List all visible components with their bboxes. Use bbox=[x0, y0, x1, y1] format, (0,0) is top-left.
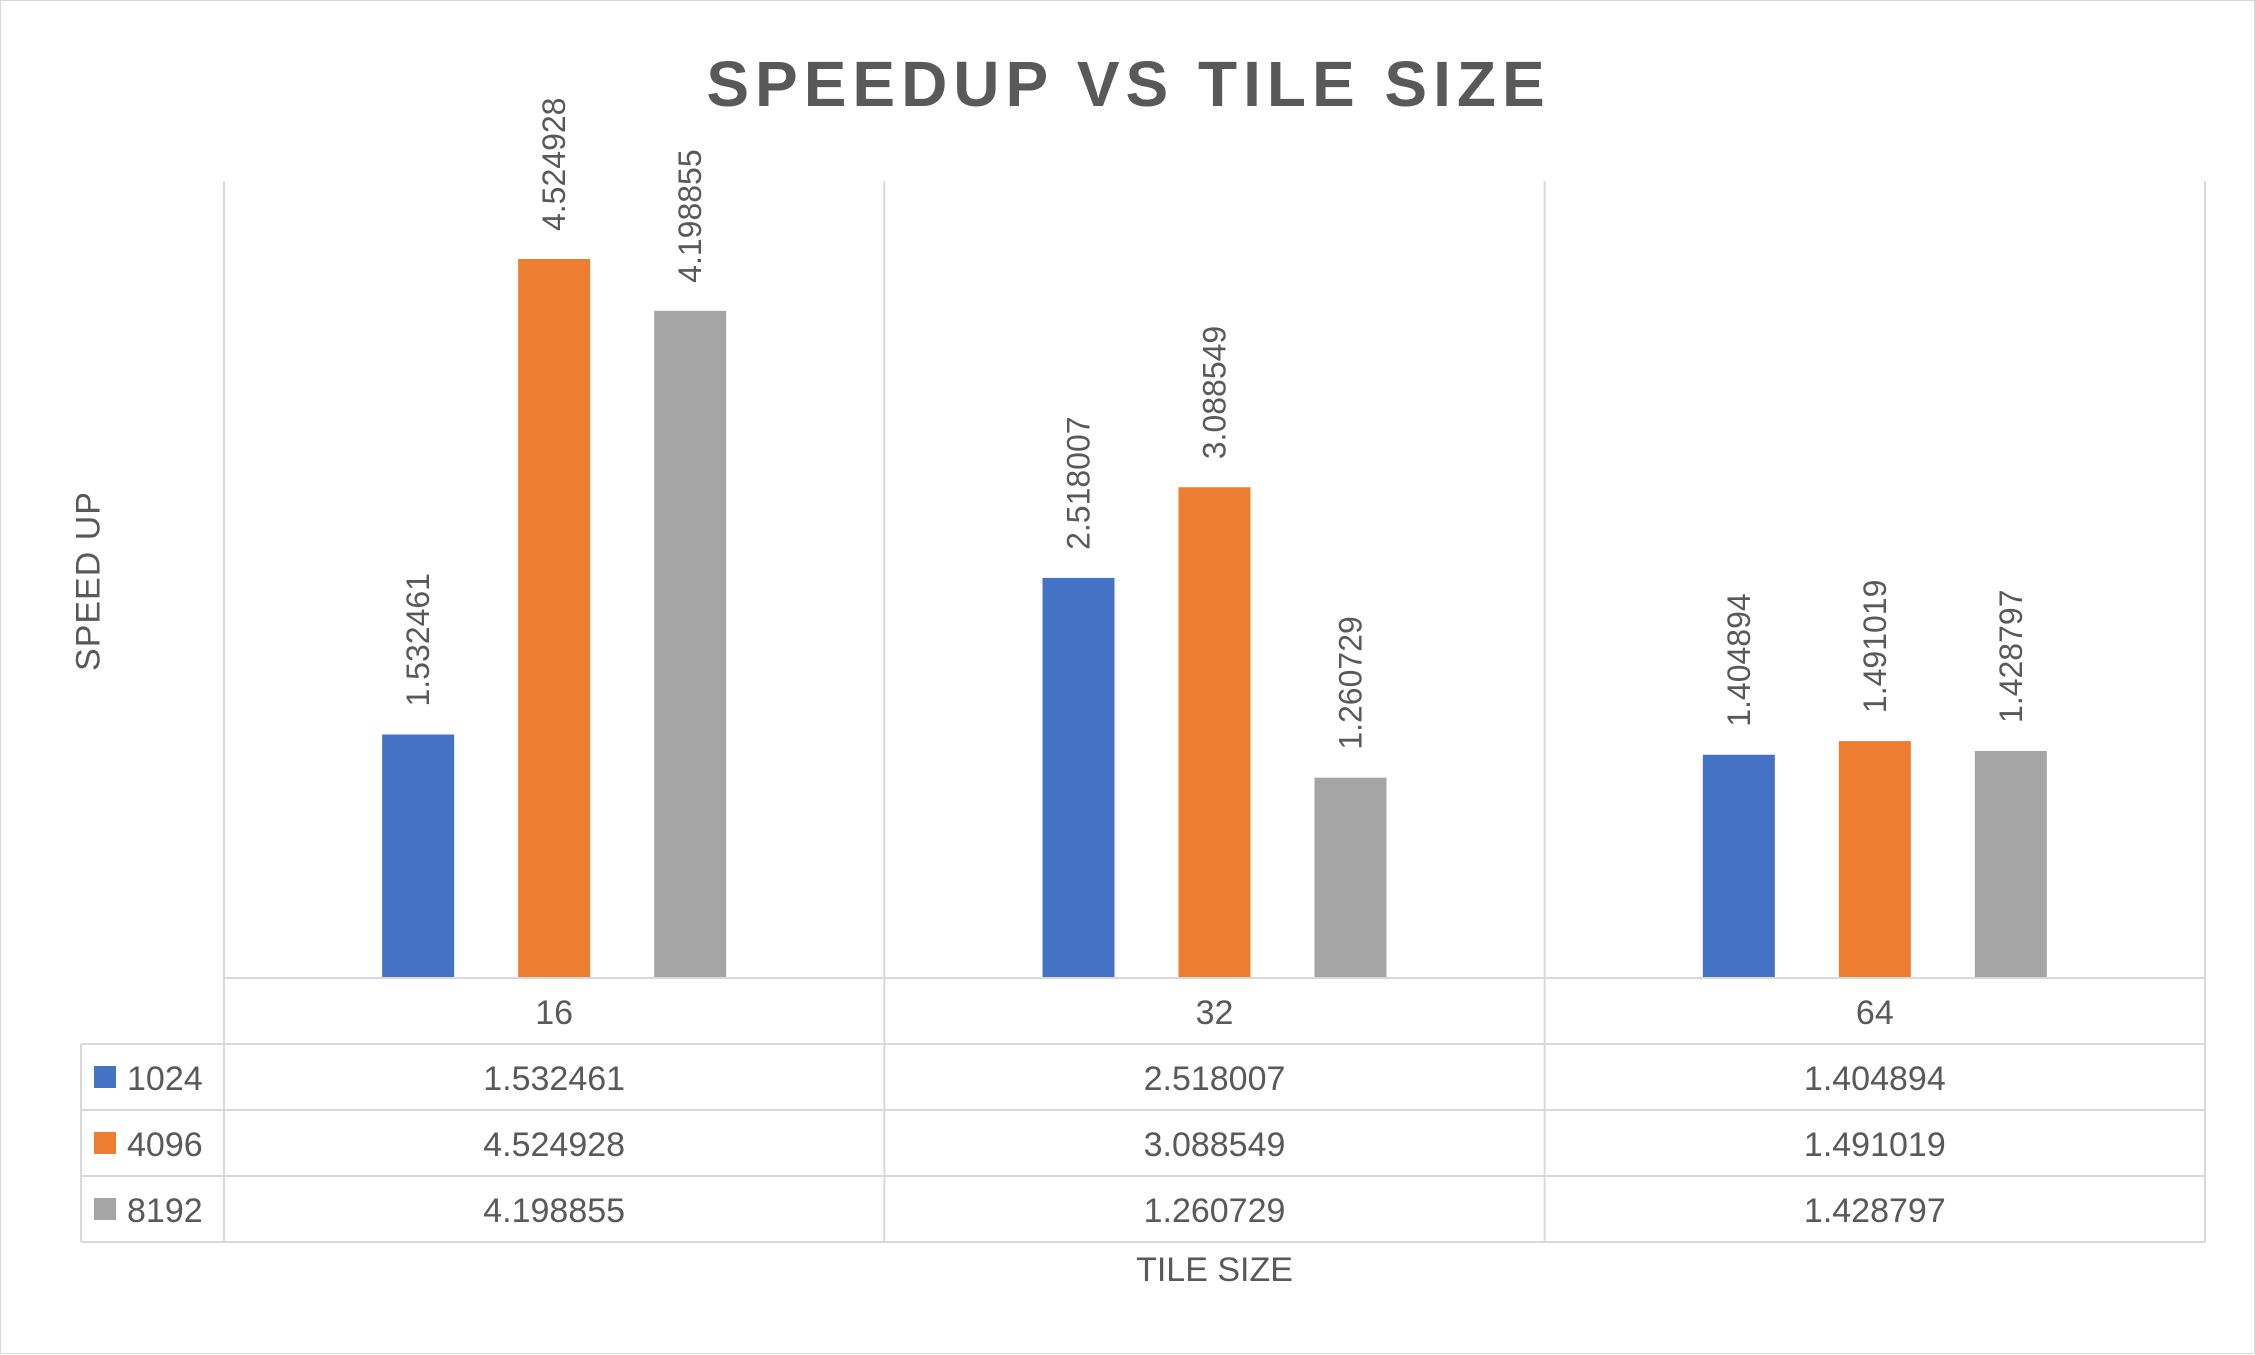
data-label: 4.198855 bbox=[672, 149, 708, 282]
bar-8192-32 bbox=[1314, 777, 1387, 978]
legend-swatch-4096 bbox=[94, 1132, 116, 1154]
data-label: 1.428797 bbox=[1993, 589, 2029, 722]
chart-title: SPEEDUP VS TILE SIZE bbox=[706, 48, 1551, 120]
legend-swatch-8192 bbox=[94, 1198, 116, 1220]
table-cell: 3.088549 bbox=[1144, 1126, 1286, 1164]
table-cell: 1.532461 bbox=[483, 1060, 625, 1098]
bar-1024-32 bbox=[1042, 577, 1115, 978]
legend-label-8192: 8192 bbox=[127, 1192, 203, 1230]
data-label: 1.491019 bbox=[1857, 580, 1893, 713]
table-cell: 1.404894 bbox=[1804, 1060, 1946, 1098]
x-tick-label: 64 bbox=[1856, 994, 1894, 1032]
table-cell: 1.491019 bbox=[1804, 1126, 1946, 1164]
bar-1024-64 bbox=[1702, 754, 1775, 978]
bar-8192-64 bbox=[1974, 750, 2047, 978]
x-tick-label: 16 bbox=[535, 994, 573, 1032]
legend-label-1024: 1024 bbox=[127, 1060, 203, 1098]
x-axis-label: TILE SIZE bbox=[1136, 1251, 1293, 1289]
table-cell: 4.198855 bbox=[483, 1192, 625, 1230]
data-label: 4.524928 bbox=[536, 98, 572, 231]
table-cell: 1.428797 bbox=[1804, 1192, 1946, 1230]
data-label: 2.518007 bbox=[1061, 416, 1097, 549]
table-cell: 4.524928 bbox=[483, 1126, 625, 1164]
bar-4096-16 bbox=[518, 259, 591, 978]
data-label: 1.404894 bbox=[1721, 593, 1757, 726]
bar-4096-64 bbox=[1838, 741, 1911, 978]
bar-8192-16 bbox=[654, 310, 727, 978]
table-cell: 1.260729 bbox=[1144, 1192, 1286, 1230]
bar-1024-16 bbox=[382, 734, 455, 978]
data-label: 1.260729 bbox=[1333, 616, 1369, 749]
bar-4096-32 bbox=[1178, 487, 1251, 978]
legend-swatch-1024 bbox=[94, 1066, 116, 1088]
x-tick-label: 32 bbox=[1196, 994, 1234, 1032]
legend-label-4096: 4096 bbox=[127, 1126, 203, 1164]
data-label: 3.088549 bbox=[1197, 326, 1233, 459]
data-label: 1.532461 bbox=[400, 573, 436, 706]
table-cell: 2.518007 bbox=[1144, 1060, 1286, 1098]
